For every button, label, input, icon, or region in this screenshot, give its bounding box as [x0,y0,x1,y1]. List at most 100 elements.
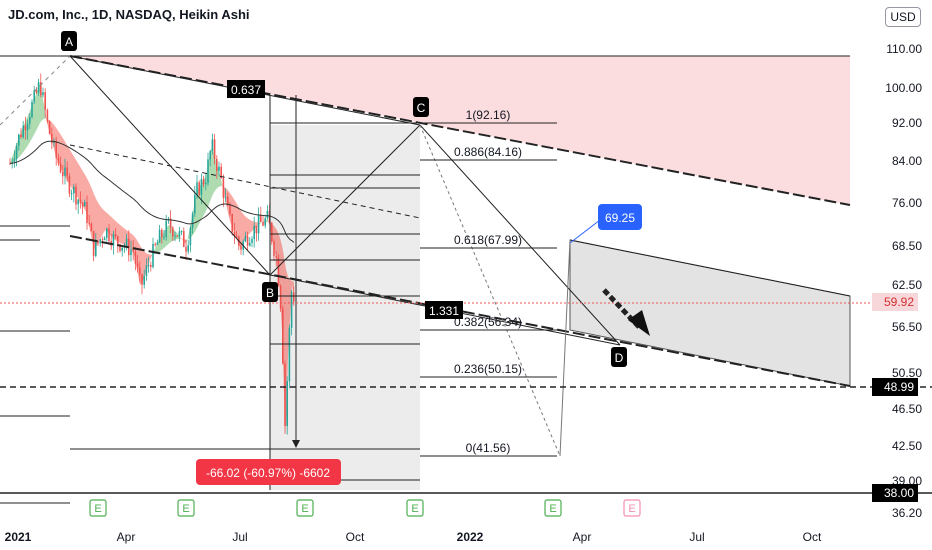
ratio-cd-label: 1.331 [429,304,459,318]
candle-body [251,239,253,243]
earnings-marker [177,499,195,517]
ratio-ab-label: 0.637 [231,83,261,97]
candle-body [246,236,249,246]
ribbon-segment [186,237,188,245]
candle-body [231,213,233,233]
time-tick-label: Apr [573,530,592,544]
price-label: 59.92 [884,295,914,309]
time-tick-label: 2022 [457,530,484,544]
candle-body [57,157,60,164]
ribbon-segment [240,209,242,248]
time-tick-label: Apr [117,530,136,544]
ribbon-segment [42,93,44,121]
ribbon-segment [168,225,170,245]
candle-body [46,109,49,122]
price-tick-label: 46.50 [892,402,922,416]
pattern-point-label: C [417,101,426,115]
measure-arrow-head [292,440,300,448]
candle-body [165,220,167,237]
lower-channel-line [69,235,851,387]
candle-body [163,236,165,238]
ribbon-segment [188,226,190,240]
ribbon-segment [120,224,122,244]
fib-level-label: 1(92.16) [466,108,511,122]
ribbon-segment [212,146,214,197]
ribbon-segment [266,219,268,223]
candle-body [156,242,159,245]
candle-body [180,231,183,233]
leg-cd [419,124,621,346]
candle-body [42,92,44,96]
candle-body [130,249,132,256]
earnings-marker-label: E [94,503,101,515]
candle-body [286,381,288,426]
candle-body [101,239,104,241]
candle-body [125,238,128,247]
candle-body [222,178,225,198]
earnings-marker-label: E [549,503,556,515]
ribbon-segment [106,212,108,233]
retrace-leg [559,239,571,457]
time-tick-label: 2021 [5,530,32,544]
candle-body [48,121,51,134]
earnings-marker-label: E [182,503,189,515]
earnings-marker-label: E [301,503,308,515]
price-tick-label: 50.50 [892,366,922,380]
fib-level-label: 0(41.56) [466,441,511,455]
candle-body [264,218,266,226]
candle-body [44,92,46,110]
candle-body [150,265,152,268]
pattern-point-box [61,31,77,51]
currency-button[interactable]: USD [885,7,921,27]
fib-retracement-layer: 1(92.16) 0.886(84.16) 0.618(67.99) 0.382(56… [270,108,557,457]
ribbon-segment [260,222,262,224]
candle-body [139,267,141,275]
candle-body [271,222,273,242]
ribbon-segment [62,136,64,175]
candle-body [154,243,156,245]
candle-body [240,245,242,250]
candle-body [95,241,97,256]
fib-level-label: 0.382(56.34) [454,315,522,329]
ratio-cd-box [425,301,463,319]
candle-body [213,139,216,159]
candle-body [114,234,117,237]
candle-body [86,202,88,224]
candle-body [194,194,196,214]
pattern-point-label: B [266,286,274,300]
candle-body [77,199,79,205]
candle-body [187,245,189,252]
callout-price-label: 69.25 [605,211,635,225]
candle-body [99,239,101,244]
candle-body [200,179,203,195]
price-tick-label: 42.50 [892,439,922,453]
ribbon-segment [90,184,92,241]
candle-body [119,244,121,251]
candle-body [185,246,187,252]
candle-body [282,308,284,364]
candle-body [62,172,64,177]
candle-body [136,263,139,268]
price-tick-label: 62.50 [892,278,922,292]
ribbon-segment [180,236,182,240]
candle-body [75,186,77,205]
candle-body [79,199,82,204]
candle-body [55,140,57,158]
ribbon-segment [268,219,270,229]
lead-in-line [0,55,71,126]
price-tick-label: 56.50 [892,320,922,334]
candle-body [218,166,220,171]
candle-body [103,237,106,241]
candle-body [244,236,247,242]
fib-level-label: 0.618(67.99) [454,233,522,247]
candle-body [205,183,207,185]
candle-body [117,236,119,245]
price-tick-label: 84.00 [892,154,922,168]
candle-body [18,134,20,146]
candle-body [279,285,282,309]
ribbon-segment [250,219,252,234]
candle-body [260,215,262,222]
fib-level-label: 0.236(50.15) [454,362,522,376]
